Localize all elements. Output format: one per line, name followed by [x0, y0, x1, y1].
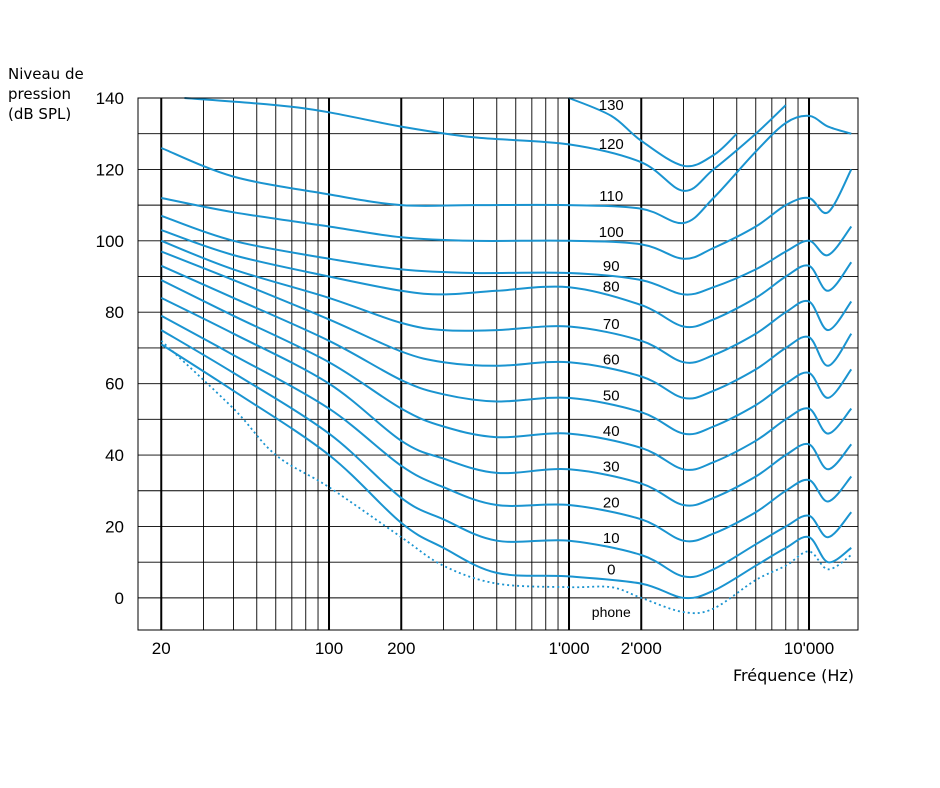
phon-curve-110 — [160, 114, 852, 225]
curve-label-80: 80 — [603, 279, 620, 296]
x-tick-label: 1'000 — [548, 639, 589, 658]
phon-curve-60 — [160, 250, 853, 400]
curve-label-0: 0 — [607, 562, 615, 579]
phon-curve-10 — [160, 329, 853, 579]
phone-unit-label: phone — [592, 604, 631, 620]
curve-label-130: 130 — [599, 97, 624, 114]
y-axis-label-line-1: Niveau de — [8, 65, 84, 83]
y-tick-label: 100 — [96, 232, 124, 251]
x-axis-label: Fréquence (Hz) — [733, 666, 855, 685]
curve-label-50: 50 — [603, 387, 620, 404]
y-tick-label: 120 — [96, 160, 124, 179]
y-axis-label-line-2: pression — [8, 85, 72, 103]
y-tick-label: 140 — [96, 89, 124, 108]
grid — [138, 98, 858, 630]
x-tick-label: 200 — [387, 639, 415, 658]
curve-label-120: 120 — [599, 136, 624, 153]
y-tick-label: 40 — [105, 446, 124, 465]
curve-label-20: 20 — [603, 494, 620, 511]
phon-curve-80 — [160, 229, 853, 329]
x-tick-label: 10'000 — [784, 639, 835, 658]
phon-curve-130 — [568, 97, 738, 168]
phon-curve-0 — [160, 343, 852, 600]
curves — [160, 97, 853, 615]
curve-label-90: 90 — [603, 258, 620, 275]
plot-frame — [137, 97, 859, 631]
y-axis-label-line-3: (dB SPL) — [8, 105, 72, 123]
curve-label-30: 30 — [603, 459, 620, 476]
y-tick-label: 0 — [115, 589, 124, 608]
phon-curve-100 — [161, 168, 853, 260]
phon-curve-40 — [160, 279, 853, 471]
curve-label-60: 60 — [603, 352, 620, 369]
phon-curve-30 — [160, 297, 853, 507]
y-tick-label: 20 — [105, 517, 124, 536]
curve-label-100: 100 — [599, 224, 624, 241]
phon-curve-120 — [184, 97, 787, 192]
y-tick-label: 80 — [105, 303, 124, 322]
x-tick-label: 2'000 — [621, 639, 662, 658]
phon-curve-50 — [160, 264, 853, 436]
x-tick-label: 20 — [152, 639, 171, 658]
curve-label-70: 70 — [603, 316, 620, 333]
phon-curve-70 — [160, 239, 853, 364]
curve-label-10: 10 — [603, 530, 620, 547]
y-tick-label: 60 — [105, 375, 124, 394]
curve-label-110: 110 — [599, 188, 623, 205]
phon-curve-90 — [160, 214, 853, 296]
hearing-threshold-curve — [160, 340, 852, 615]
x-tick-label: 100 — [315, 639, 343, 658]
curve-label-40: 40 — [603, 423, 620, 440]
phon-curve-20 — [160, 314, 853, 543]
